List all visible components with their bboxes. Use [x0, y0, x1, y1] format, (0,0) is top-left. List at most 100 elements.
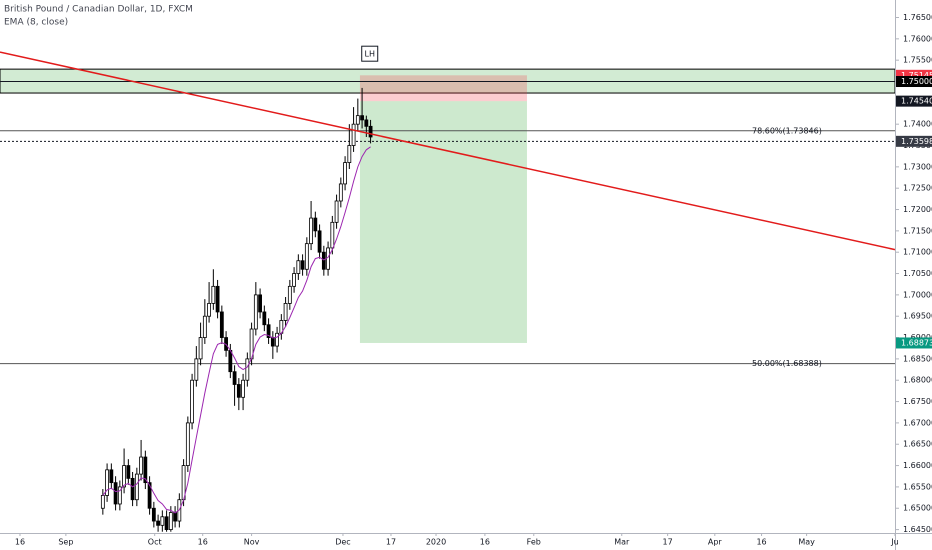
candle-body	[139, 456, 143, 475]
candle-body	[211, 285, 216, 304]
candle-body	[202, 315, 207, 338]
y-tick-label: 1.73000	[903, 162, 932, 171]
candle-body	[351, 123, 356, 146]
y-tick-label: 1.70000	[903, 290, 932, 299]
y-tick-label: 1.70500	[903, 269, 932, 278]
price-tag-label: 1.75145	[901, 71, 932, 80]
x-tick-label: Ju	[890, 538, 898, 547]
y-tick-label: 1.65500	[903, 482, 932, 491]
price-tag	[896, 135, 932, 147]
candle-body	[228, 349, 233, 373]
candle-body	[194, 358, 199, 381]
y-tick-label: 1.72500	[903, 184, 932, 193]
y-tick-label: 1.68500	[903, 354, 932, 363]
candle-body	[117, 486, 122, 505]
candle-body	[309, 217, 313, 245]
candle-body	[100, 495, 105, 509]
candle-body	[134, 473, 139, 501]
candle-body	[275, 332, 279, 347]
candle-body	[304, 243, 309, 270]
candle-body	[122, 465, 126, 488]
annotation-box	[361, 45, 379, 62]
fib-label: 50.00%(1.68388)	[752, 359, 822, 368]
x-tick-label: 16	[480, 538, 490, 547]
candle-body	[198, 337, 203, 360]
y-tick-label: 1.64500	[903, 525, 932, 534]
annotation-text: LH	[364, 50, 374, 59]
x-tick-label: 16	[756, 538, 766, 547]
x-tick-label: Dec	[335, 538, 350, 547]
x-tick-label: Mar	[614, 538, 630, 547]
candle-body	[160, 516, 165, 526]
x-tick-label: May	[798, 538, 815, 547]
candle-body	[368, 125, 373, 138]
candle-body	[109, 469, 114, 484]
candle-body	[258, 294, 262, 313]
x-tick-label: 16	[15, 538, 25, 547]
candle-body	[105, 469, 109, 496]
x-tick-label: Nov	[244, 538, 260, 547]
y-tick-label: 1.74000	[903, 120, 932, 129]
y-tick-label: 1.69500	[903, 312, 932, 321]
x-tick-label: Feb	[527, 538, 541, 547]
y-tick-label: 1.72000	[903, 205, 932, 214]
x-tick-label: 17	[386, 538, 396, 547]
y-tick-label: 1.75500	[903, 56, 932, 65]
trendline	[0, 51, 896, 251]
candle-body	[262, 311, 267, 326]
y-tick-label: 1.76500	[903, 13, 932, 22]
candle-body	[164, 516, 169, 530]
y-tick-label: 1.68000	[903, 376, 932, 385]
price-tag-label: 1.73598	[901, 137, 932, 146]
price-tag	[896, 337, 932, 349]
y-tick-label: 1.65000	[903, 504, 932, 513]
candle-body	[364, 119, 369, 127]
candle-body	[360, 115, 364, 121]
candle-body	[338, 183, 343, 202]
y-tick-label: 1.67000	[903, 418, 932, 427]
candle-body	[313, 217, 318, 232]
candle-body	[232, 371, 237, 385]
candle-body	[355, 115, 360, 125]
candle-body	[245, 358, 250, 381]
price-tag-label: 1.74540	[901, 97, 932, 106]
candle-body	[173, 512, 177, 522]
candle-body	[330, 221, 335, 249]
candle-body	[219, 311, 224, 338]
x-tick-label: 17	[663, 538, 673, 547]
indicator-label: EMA (8, close)	[4, 18, 68, 28]
y-tick-label: 1.71000	[903, 248, 932, 257]
candle-body	[147, 482, 152, 509]
price-tag	[896, 95, 932, 107]
candle-body	[283, 303, 288, 321]
candle-body	[347, 145, 352, 163]
ema-line	[102, 146, 371, 514]
price-tag-label: 1.68873	[901, 338, 932, 347]
price-tag	[896, 69, 932, 81]
candle-body	[241, 379, 245, 398]
x-tick-label: 2020	[426, 538, 446, 547]
y-tick-label: 1.71500	[903, 226, 932, 235]
plot-area: LH	[0, 45, 896, 532]
candle-body	[300, 260, 305, 270]
candle-body	[215, 285, 220, 313]
x-tick-label: Oct	[148, 538, 162, 547]
candle-body	[143, 456, 148, 484]
candle-body	[270, 337, 275, 347]
candle-body	[207, 303, 211, 317]
candle-body	[130, 477, 135, 501]
candle-body	[156, 520, 160, 526]
candle-body	[151, 507, 156, 522]
candle-body	[334, 200, 339, 223]
candle-body	[253, 294, 258, 330]
target-zone	[359, 101, 527, 343]
candle-body	[190, 379, 194, 424]
candle-body	[287, 285, 292, 304]
x-tick-label: Sep	[58, 538, 73, 547]
candle-body	[168, 512, 173, 530]
y-tick-label: 1.76000	[903, 34, 932, 43]
candle-body	[321, 251, 326, 270]
chart-title: British Pound / Canadian Dollar, 1D, FXC…	[4, 5, 193, 15]
candle-body	[326, 247, 330, 270]
